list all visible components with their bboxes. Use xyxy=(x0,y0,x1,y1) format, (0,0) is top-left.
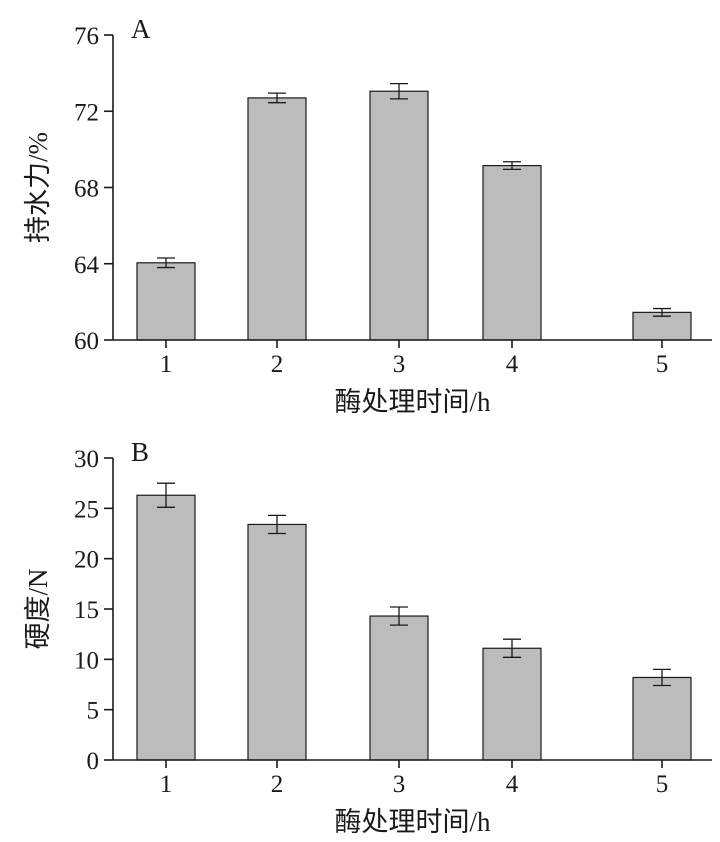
y-tick-label: 10 xyxy=(74,647,99,674)
y-tick-label: 15 xyxy=(74,597,99,624)
y-tick-label: 30 xyxy=(74,446,99,473)
bar-1 xyxy=(136,494,196,761)
y-tick-label: 20 xyxy=(74,547,99,574)
error-bar-1 xyxy=(157,257,175,269)
y-tick-label: 0 xyxy=(87,748,100,775)
x-tick-label: 5 xyxy=(656,771,669,798)
error-bar-2 xyxy=(268,514,286,535)
error-bar-4 xyxy=(503,638,521,658)
bar-2 xyxy=(247,523,307,761)
bar-3 xyxy=(369,90,429,341)
chart-panel-a: A 酶处理时间/h 持水力/% 60 64 68 72 76 1 2 3 4 5 xyxy=(23,14,712,417)
bar-4 xyxy=(482,647,542,761)
y-tick-label: 76 xyxy=(74,23,99,50)
error-bar-2 xyxy=(268,92,286,104)
y-axis-title: 持水力/% xyxy=(23,132,53,243)
bar-5 xyxy=(632,311,692,341)
x-tick-label: 5 xyxy=(656,351,669,378)
y-tick-label: 72 xyxy=(74,99,99,126)
bar-4 xyxy=(482,164,542,341)
error-bar-1 xyxy=(157,482,175,508)
bar-3 xyxy=(369,615,429,761)
x-tick-label: 3 xyxy=(393,771,406,798)
error-bar-4 xyxy=(503,161,521,171)
x-tick-label: 4 xyxy=(506,351,519,378)
y-axis-title: 硬度/N xyxy=(23,569,53,650)
x-axis-title: 酶处理时间/h xyxy=(334,807,491,837)
x-tick-label: 1 xyxy=(160,351,173,378)
x-tick-label: 2 xyxy=(271,771,284,798)
panel-label: B xyxy=(131,437,149,467)
bar-5 xyxy=(632,676,692,761)
y-tick-label: 60 xyxy=(74,328,99,355)
x-tick-label: 4 xyxy=(506,771,519,798)
y-tick-label: 5 xyxy=(87,698,100,725)
bar-2 xyxy=(247,97,307,341)
chart-panel-b: B 酶处理时间/h 硬度/N 0 5 10 15 20 25 30 1 2 3 4 5 xyxy=(23,437,712,837)
x-tick-label: 2 xyxy=(271,351,284,378)
error-bar-5 xyxy=(653,668,671,687)
panel-label: A xyxy=(131,14,151,44)
error-bar-3 xyxy=(390,606,408,626)
x-tick-label: 1 xyxy=(160,771,173,798)
error-bar-5 xyxy=(653,307,671,317)
error-bar-3 xyxy=(390,82,408,100)
y-tick-label: 25 xyxy=(74,496,99,523)
x-tick-label: 3 xyxy=(393,351,406,378)
x-axis-title: 酶处理时间/h xyxy=(334,387,491,417)
y-tick-label: 68 xyxy=(74,176,99,203)
bar-1 xyxy=(136,262,196,341)
y-tick-label: 64 xyxy=(74,252,100,279)
